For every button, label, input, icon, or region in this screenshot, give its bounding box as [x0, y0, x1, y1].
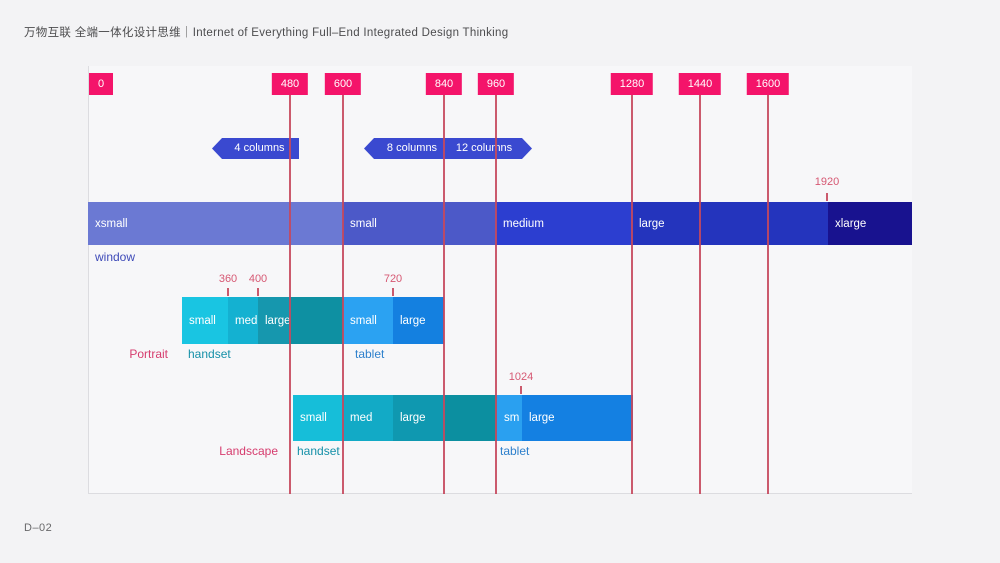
- tablet-segment-label: sm: [504, 412, 520, 424]
- breakpoint-line-1440: [699, 95, 701, 494]
- column-tag-12-columns: 12 columns: [444, 138, 532, 159]
- landscape-tablet-caption: tablet: [500, 444, 530, 458]
- breakpoint-box-960: 960: [477, 73, 515, 95]
- handset-segment-label: med: [350, 412, 373, 424]
- handset-segment-large: large: [393, 395, 445, 441]
- handset-segment-med: med: [343, 395, 393, 441]
- window-segment-label: medium: [503, 217, 544, 230]
- portrait-handset-bar: small med large: [182, 297, 343, 344]
- window-bar-caption: window: [95, 250, 136, 264]
- breakpoint-line-1600: [767, 95, 769, 494]
- window-segment-label: xlarge: [835, 217, 867, 230]
- breakpoint-box-840: 840: [425, 73, 463, 95]
- handset-segment-large: large: [258, 297, 291, 344]
- tick-label-360: 360: [218, 273, 238, 285]
- tick-label-720: 720: [383, 273, 403, 285]
- window-segment-label: small: [350, 217, 377, 230]
- tick-1024: [520, 386, 522, 394]
- landscape-handset-caption: handset: [297, 444, 340, 458]
- handset-segment-med: med: [228, 297, 258, 344]
- handset-segment-label: large: [400, 412, 426, 424]
- tick-720: [392, 288, 394, 296]
- breakpoint-box-0: 0: [89, 73, 114, 95]
- tablet-segment-label: large: [529, 412, 555, 424]
- tablet-segment-large: large: [393, 297, 444, 344]
- handset-segment-label: large: [265, 314, 291, 327]
- page-title: 万物互联 全端一体化设计思维｜Internet of Everything Fu…: [24, 27, 509, 39]
- portrait-handset-caption: handset: [188, 347, 231, 361]
- tick-label-400: 400: [248, 273, 268, 285]
- handset-segment-extension: [291, 297, 343, 344]
- handset-segment-label: small: [300, 412, 327, 424]
- window-bar: xsmall small medium large xlarge: [88, 202, 912, 245]
- breakpoint-box-600: 600: [324, 73, 362, 95]
- column-tag-4-columns: 4 columns: [212, 138, 299, 159]
- marker-label-1920: 1920: [814, 176, 840, 188]
- breakpoint-box-1600: 1600: [746, 73, 790, 95]
- tick-400: [257, 288, 259, 296]
- page-code: D–02: [24, 522, 53, 534]
- handset-segment-extension: [445, 395, 497, 441]
- tablet-segment-sm: sm: [497, 395, 522, 441]
- handset-segment-label: small: [189, 314, 216, 327]
- handset-segment-label: med: [235, 314, 258, 327]
- window-segment-xlarge: xlarge: [828, 202, 912, 245]
- tick-360: [227, 288, 229, 296]
- marker-tick-1920: [826, 193, 828, 201]
- window-segment-large: large: [632, 202, 828, 245]
- breakpoint-line-960: [495, 95, 497, 494]
- row-caption-landscape: Landscape: [219, 444, 278, 458]
- row-caption-portrait: Portrait: [129, 347, 168, 361]
- tablet-segment-label: small: [350, 314, 377, 327]
- column-tag-8-columns: 8 columns: [364, 138, 452, 159]
- handset-segment-small: small: [293, 395, 343, 441]
- window-segment-xsmall: xsmall: [88, 202, 343, 245]
- breakpoint-box-1440: 1440: [678, 73, 722, 95]
- tablet-segment-small: small: [343, 297, 393, 344]
- window-segment-label: large: [639, 217, 665, 230]
- breakpoint-line-600: [342, 95, 344, 494]
- tablet-segment-large: large: [522, 395, 633, 441]
- portrait-tablet-caption: tablet: [355, 347, 385, 361]
- window-segment-label: xsmall: [95, 217, 128, 230]
- breakpoint-line-840: [443, 95, 445, 494]
- tablet-segment-label: large: [400, 314, 426, 327]
- handset-segment-small: small: [182, 297, 228, 344]
- window-segment-small: small: [343, 202, 496, 245]
- window-segment-medium: medium: [496, 202, 632, 245]
- breakpoint-line-1280: [631, 95, 633, 494]
- landscape-tablet-bar: sm large: [497, 395, 633, 441]
- breakpoint-line-480: [289, 95, 291, 494]
- breakpoint-box-480: 480: [271, 73, 309, 95]
- breakpoint-box-1280: 1280: [610, 73, 654, 95]
- tick-label-1024: 1024: [508, 371, 534, 383]
- portrait-tablet-bar: small large: [343, 297, 444, 344]
- landscape-handset-bar: small med large: [293, 395, 497, 441]
